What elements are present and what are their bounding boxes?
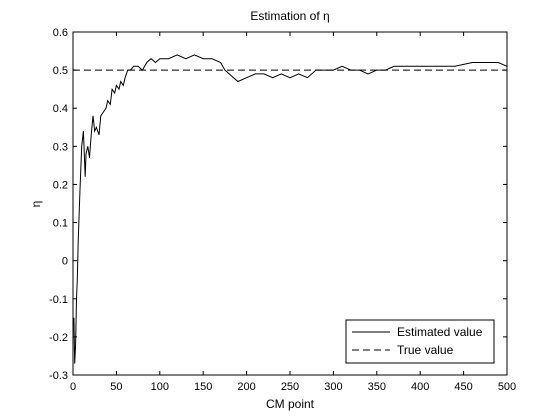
y-tick-label: 0: [62, 256, 68, 268]
x-tick-label: 300: [324, 381, 342, 393]
x-axis: 0 50 100 150 200 250 300 350 400 450 500: [70, 32, 516, 393]
y-tick-label: 0.6: [53, 27, 68, 39]
y-tick-label: -0.2: [49, 332, 68, 344]
x-tick-label: 0: [70, 381, 76, 393]
plot-area: [72, 31, 508, 376]
y-axis-title: η: [29, 201, 43, 208]
legend-box: [345, 319, 495, 364]
x-tick-label: 400: [411, 381, 429, 393]
chart-title: Estimation of η: [250, 9, 329, 23]
x-tick-label: 100: [151, 381, 169, 393]
y-tick-label: 0.2: [53, 179, 68, 191]
legend: Estimated value True value: [345, 319, 495, 364]
x-tick-label: 200: [237, 381, 255, 393]
x-tick-label: 500: [498, 381, 516, 393]
y-tick-label: 0.4: [53, 103, 68, 115]
estimated-value-line: [73, 54, 508, 364]
y-tick-label: -0.1: [49, 294, 68, 306]
y-tick-label: -0.3: [49, 370, 68, 382]
legend-label-estimated: Estimated value: [397, 325, 483, 339]
y-tick-label: 0.1: [53, 218, 68, 230]
x-axis-title: CM point: [266, 397, 315, 411]
x-tick-label: 250: [281, 381, 299, 393]
x-tick-label: 350: [368, 381, 386, 393]
y-tick-label: 0.3: [53, 141, 68, 153]
x-tick-label: 50: [110, 381, 122, 393]
x-tick-label: 450: [454, 381, 472, 393]
x-tick-label: 150: [194, 381, 212, 393]
y-axis: -0.3 -0.2 -0.1 0 0.1 0.2 0.3 0.4 0.5 0.6: [49, 27, 507, 382]
legend-label-true: True value: [397, 343, 454, 357]
y-tick-label: 0.5: [53, 65, 68, 77]
series-layer: [73, 54, 508, 364]
